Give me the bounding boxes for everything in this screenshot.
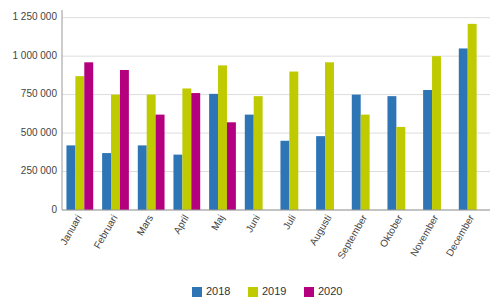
legend-swatch: [192, 287, 202, 297]
x-tick-label: Februari: [91, 213, 119, 251]
bar: [245, 115, 254, 210]
x-tick-label: Juli: [281, 213, 298, 232]
x-tick-label: Mars: [135, 213, 156, 238]
bar: [280, 141, 289, 210]
bar: [120, 70, 129, 210]
x-tick-label: September: [335, 212, 369, 260]
legend: 2018 2019 2020: [192, 285, 342, 297]
x-tick-label: Juni: [243, 213, 262, 234]
x-tick-label: November: [408, 212, 441, 258]
bar: [387, 96, 396, 210]
bar: [156, 115, 165, 210]
grid-line: [62, 210, 490, 211]
y-tick-label: 1 000 000: [13, 50, 58, 61]
y-axis-line: [62, 10, 63, 210]
x-tick-label: Augusti: [307, 213, 333, 247]
y-tick-label: 250 000: [21, 165, 58, 176]
bar: [111, 95, 120, 210]
bar: [289, 72, 298, 210]
bar: [468, 24, 477, 210]
bar: [325, 62, 334, 210]
bar: [227, 122, 236, 210]
x-tick-label: Oktober: [378, 212, 406, 249]
bar: [75, 76, 84, 210]
bars: [66, 24, 476, 210]
bar: [138, 145, 147, 210]
legend-swatch: [304, 287, 314, 297]
x-axis-line: [62, 210, 490, 211]
grid: [62, 18, 490, 210]
chart-container: 0 250 000 500 000 750 000 1 000 000 1 250 000…: [0, 0, 500, 308]
x-tick-label: December: [444, 212, 477, 258]
legend-label: 2020: [318, 285, 342, 297]
grid-line: [62, 56, 490, 57]
legend-label: 2019: [262, 285, 286, 297]
grid-line: [62, 17, 490, 18]
x-tick-label: Januari: [58, 213, 84, 247]
bar: [173, 155, 182, 210]
bar: [361, 115, 370, 210]
bar: [84, 62, 93, 210]
x-tick-label: Maj: [209, 213, 227, 232]
bar: [147, 95, 156, 210]
legend-label: 2018: [206, 285, 230, 297]
bar: [316, 136, 325, 210]
y-axis: 0 250 000 500 000 750 000 1 000 000 1 250 000: [13, 11, 58, 214]
bar: [423, 90, 432, 210]
bar: [66, 145, 75, 210]
bar: [209, 94, 218, 210]
bar: [352, 95, 361, 210]
bar: [218, 65, 227, 210]
y-tick-label: 1 250 000: [13, 11, 58, 22]
bar: [182, 88, 191, 210]
y-tick-label: 0: [51, 204, 57, 215]
bar: [459, 48, 468, 210]
bar: [191, 93, 200, 210]
x-axis: Januari Februari Mars April Maj Juni Juli Augus…: [58, 212, 477, 260]
y-tick-label: 750 000: [21, 88, 58, 99]
x-tick-label: April: [171, 213, 191, 236]
bar: [102, 153, 111, 210]
legend-swatch: [248, 287, 258, 297]
y-tick-label: 500 000: [21, 127, 58, 138]
bar: [254, 96, 263, 210]
bar: [432, 56, 441, 210]
bar: [396, 127, 405, 210]
chart-svg: 0 250 000 500 000 750 000 1 000 000 1 250 000…: [0, 0, 500, 308]
